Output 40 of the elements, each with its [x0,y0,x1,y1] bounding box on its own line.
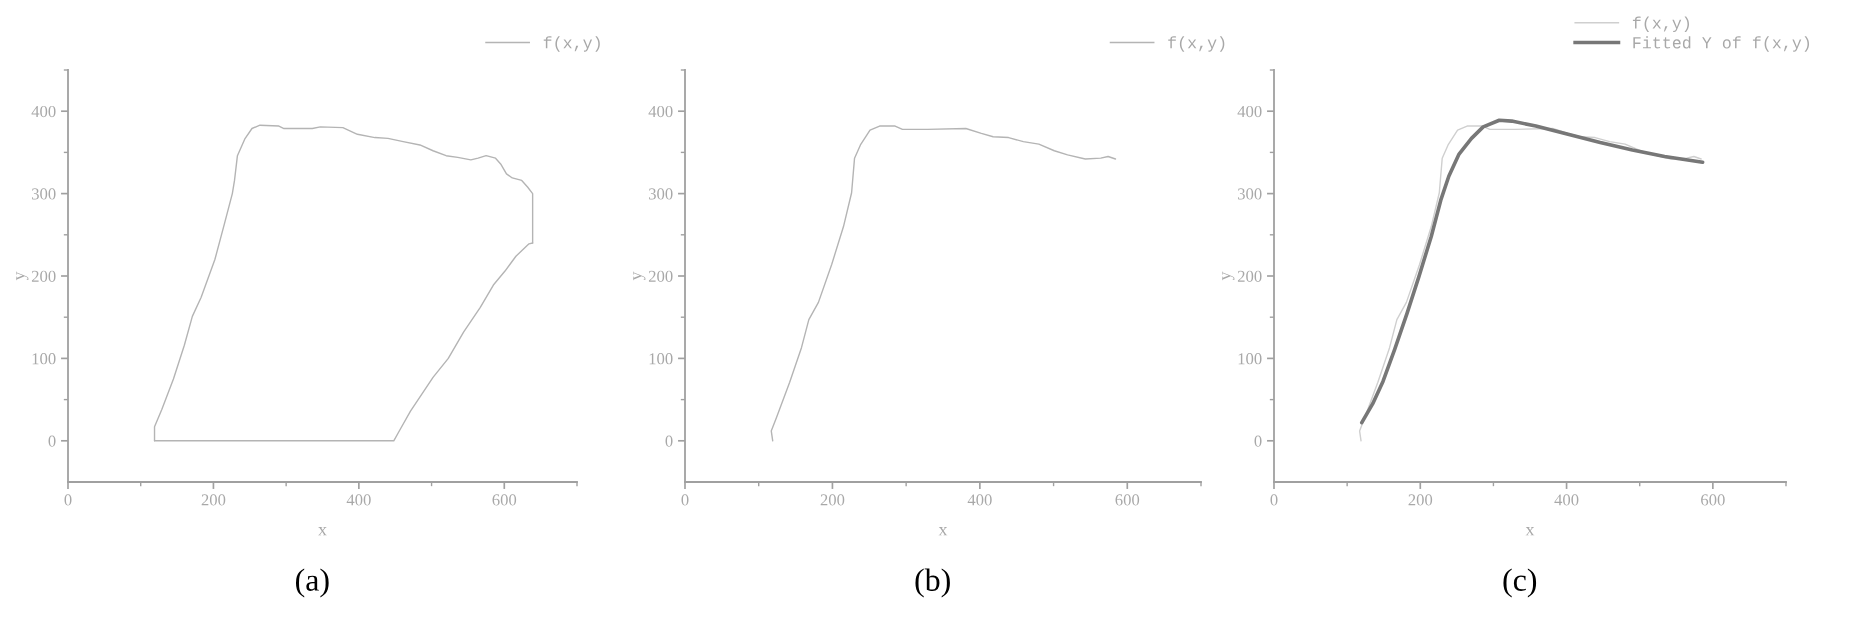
y-tick-label: 100 [1238,353,1262,365]
y-tick-label: 400 [31,105,56,118]
x-tick-label: 600 [1701,494,1725,506]
x-axis-title: x [318,527,327,536]
y-tick-label: 200 [648,270,673,282]
x-tick-label: 0 [1270,494,1278,506]
x-tick-label: 0 [64,494,72,506]
y-tick-label: 300 [1237,188,1262,200]
text: (a) [296,568,329,598]
x-tick-label: 400 [1554,494,1579,506]
y-tick-label: 100 [32,353,56,365]
legend-label: f(x,y) [543,36,600,52]
x-tick-label: 600 [492,494,517,506]
legend-label: f(x,y) [1168,36,1225,52]
x-tick-label: 600 [1115,494,1140,506]
y-tick-label: 400 [648,105,673,118]
x-tick-label: 400 [346,494,371,506]
legend-label: f(x,y) [1632,16,1689,33]
x-tick-label: 200 [201,494,226,506]
y-tick-label: 200 [31,270,56,282]
y-tick-label: 0 [665,435,673,447]
y-axis-title: y [633,271,646,281]
x-tick-label: 200 [820,494,845,506]
x-tick-label: 200 [1408,494,1433,506]
x-axis-title: x [938,527,948,536]
x-tick-label: 0 [681,494,689,506]
y-tick-label: 200 [1237,270,1262,282]
y-tick-label: 400 [1237,105,1262,118]
y-tick-label: 0 [48,435,56,447]
text: (c) [1503,568,1537,598]
y-axis-title: y [16,271,29,281]
x-axis-title: x [1525,527,1535,536]
legend-label: Fitted Y of f(x,y) [1633,36,1810,52]
text: (b) [915,568,950,598]
y-axis-title: y [1222,271,1235,281]
y-tick-label: 300 [31,188,56,200]
x-tick-label: 400 [967,494,992,506]
y-tick-label: 300 [648,188,673,200]
y-tick-label: 100 [649,353,673,365]
y-tick-label: 0 [1254,435,1262,447]
